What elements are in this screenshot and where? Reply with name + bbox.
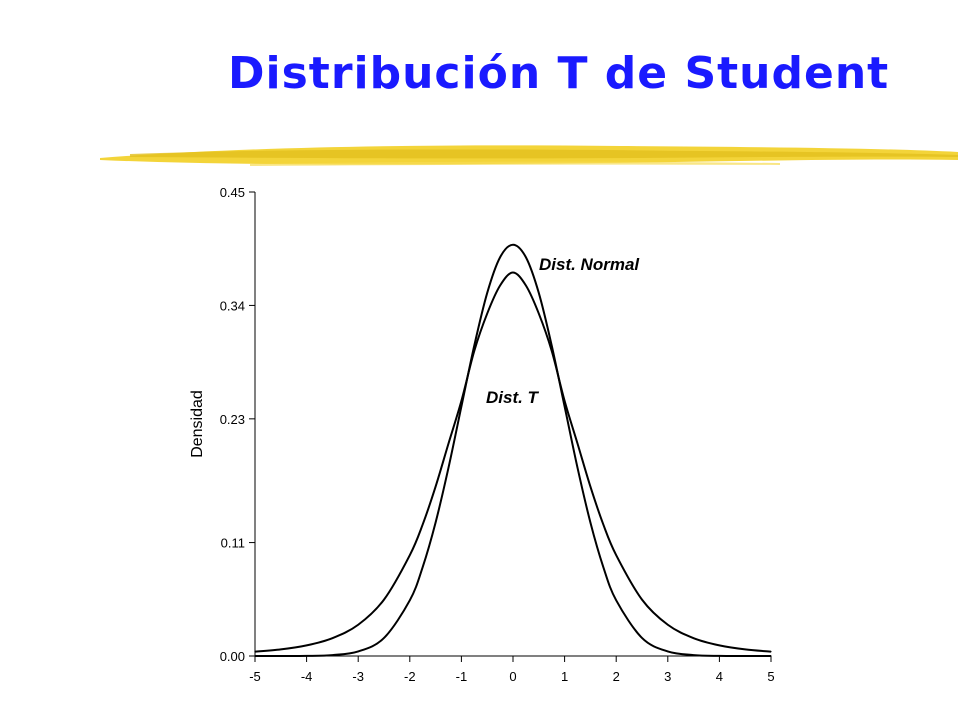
series-point-dist-normal — [551, 344, 553, 347]
series-point-dist-normal — [435, 521, 437, 524]
title-underline-stroke-3 — [250, 161, 780, 166]
series-point-dist-t — [473, 350, 475, 352]
series-point-dist-normal — [473, 344, 475, 347]
title-underline-stroke-2 — [130, 149, 958, 159]
series-line-dist-normal — [254, 243, 772, 658]
series-layer — [254, 243, 772, 658]
series-point-dist-normal — [564, 405, 566, 408]
series-point-dist-normal — [254, 655, 256, 657]
series-point-dist-t — [357, 624, 359, 626]
series-point-dist-t — [435, 485, 437, 488]
series-point-dist-t — [718, 644, 721, 646]
y-tick-label: 0.00 — [220, 649, 245, 664]
x-tick-label: 0 — [509, 669, 516, 684]
series-point-dist-normal — [576, 467, 579, 469]
series-point-dist-t — [538, 312, 540, 315]
series-point-dist-t — [693, 637, 695, 639]
series-point-dist-normal — [422, 566, 424, 568]
x-tick-label: -5 — [249, 669, 261, 684]
series-point-dist-normal — [331, 654, 333, 656]
series-point-dist-t — [254, 651, 256, 653]
annotation-dist-t: Dist. T — [486, 388, 540, 407]
x-tick-label: 1 — [561, 669, 568, 684]
series-point-dist-normal — [280, 655, 282, 657]
annotation-dist-normal: Dist. Normal — [539, 255, 640, 274]
y-tick-label: 0.45 — [220, 185, 245, 200]
series-point-dist-t — [499, 284, 501, 287]
series-point-dist-normal — [512, 244, 514, 246]
series-point-dist-t — [447, 442, 450, 445]
x-tick-label: 2 — [613, 669, 620, 684]
series-point-dist-t — [770, 651, 772, 653]
series-point-dist-normal — [770, 655, 772, 657]
series-point-dist-t — [589, 485, 592, 488]
y-tick-label: 0.11 — [221, 536, 245, 551]
series-point-dist-t — [641, 598, 643, 601]
y-tick-label: 0.34 — [220, 298, 245, 313]
series-point-dist-t — [512, 271, 514, 274]
series-point-dist-t — [667, 624, 669, 626]
series-point-dist-normal — [306, 655, 308, 657]
series-point-dist-t — [422, 523, 424, 526]
series-point-dist-normal — [357, 650, 359, 653]
series-point-dist-normal — [447, 467, 450, 469]
series-point-dist-normal — [602, 566, 604, 568]
series-point-dist-normal — [383, 637, 385, 639]
x-ticks: -5 -4 -3 -2 -1 0 1 2 3 4 5 — [249, 656, 775, 684]
series-point-dist-t — [564, 400, 566, 402]
series-point-dist-normal — [409, 599, 411, 601]
series-point-dist-normal — [538, 292, 540, 294]
series-point-dist-t — [460, 400, 462, 402]
x-tick-label: 4 — [716, 669, 723, 684]
series-point-dist-t — [486, 312, 488, 315]
x-tick-label: -3 — [352, 669, 364, 684]
series-point-dist-normal — [525, 256, 527, 258]
x-tick-label: 5 — [767, 669, 774, 684]
series-point-dist-normal — [693, 654, 695, 656]
title-underline — [100, 145, 958, 166]
series-point-dist-normal — [499, 256, 501, 258]
series-point-dist-normal — [615, 599, 617, 601]
series-point-dist-t — [576, 442, 579, 445]
x-tick-label: -4 — [301, 669, 313, 684]
x-tick-label: -1 — [456, 669, 468, 684]
slide-title: Distribución T de Student — [228, 48, 890, 99]
series-point-dist-normal — [744, 655, 746, 657]
series-point-dist-t — [331, 637, 333, 639]
series-point-dist-normal — [667, 650, 669, 653]
series-point-dist-t — [615, 554, 617, 556]
y-axis-title: Densidad — [189, 390, 206, 458]
series-point-dist-normal — [486, 292, 488, 294]
series-point-dist-t — [383, 598, 385, 601]
series-point-dist-normal — [718, 655, 721, 657]
series-point-dist-normal — [589, 521, 592, 524]
y-ticks: 0.00 0.11 0.23 0.34 0.45 — [220, 185, 255, 664]
series-point-dist-t — [306, 644, 308, 646]
series-line-dist-t — [254, 271, 772, 653]
series-point-dist-t — [409, 554, 411, 556]
series-point-dist-normal — [641, 637, 643, 639]
x-tick-label: 3 — [664, 669, 671, 684]
series-point-dist-t — [744, 648, 746, 651]
series-point-dist-t — [280, 648, 282, 651]
series-point-dist-t — [602, 523, 604, 526]
x-tick-label: -2 — [404, 669, 416, 684]
series-point-dist-t — [551, 350, 553, 352]
y-tick-label: 0.23 — [220, 412, 245, 427]
series-point-dist-normal — [460, 405, 462, 408]
series-point-dist-t — [525, 284, 527, 287]
